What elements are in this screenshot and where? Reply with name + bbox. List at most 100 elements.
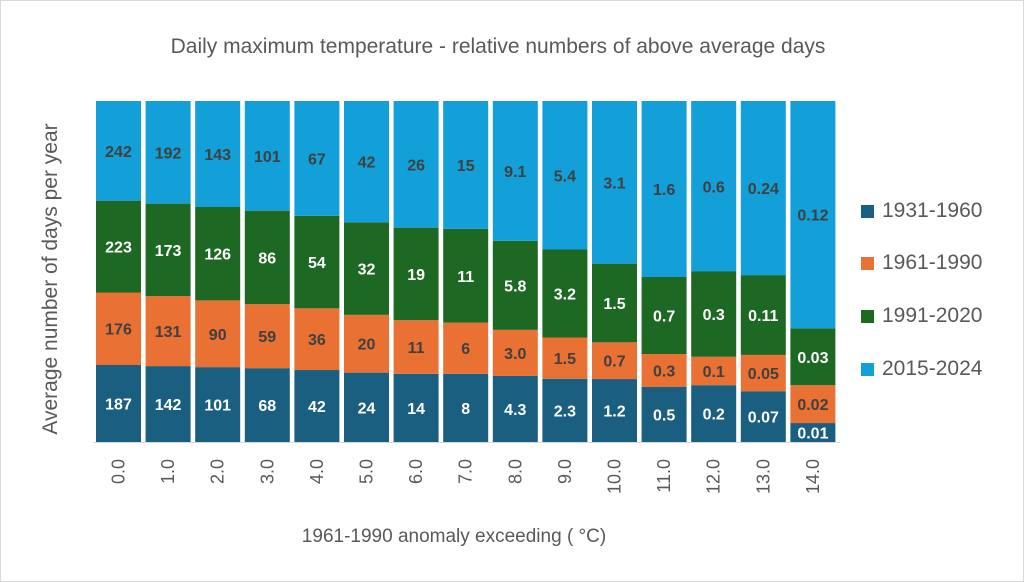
data-label: 5.8 (504, 278, 526, 295)
data-label: 1.5 (603, 296, 625, 313)
bar-segment (592, 379, 637, 442)
x-tick-label: 7.0 (456, 459, 476, 484)
x-tick-label: 10.0 (605, 459, 625, 494)
legend-swatch (861, 309, 874, 323)
data-label: 0.7 (603, 354, 625, 371)
data-label: 126 (204, 247, 231, 264)
legend-label: 1991-2020 (882, 304, 983, 327)
bar-segment (691, 101, 737, 272)
x-axis-label: 1961-1990 anomaly exceeding ( °C) (301, 526, 607, 547)
bar-segment (790, 385, 836, 424)
bar-segment (443, 373, 489, 442)
chart-title: Daily maximum temperature - relative num… (170, 35, 826, 58)
data-label: 90 (209, 327, 227, 344)
data-label: 0.7 (653, 309, 675, 326)
x-tick-label: 0.0 (109, 459, 129, 484)
data-label: 54 (308, 255, 326, 272)
bar-segment (344, 222, 389, 315)
bar-segment (691, 356, 737, 386)
bar-segment (294, 215, 340, 309)
x-tick-label: 12.0 (704, 459, 724, 494)
x-tick-label: 9.0 (555, 459, 575, 484)
data-label: 5.4 (554, 168, 576, 185)
bar-segment (195, 101, 241, 208)
bar-segment (244, 304, 290, 369)
bar-segment (790, 328, 836, 386)
data-label: 0.11 (748, 308, 778, 325)
data-label: 0.02 (797, 397, 828, 414)
data-label: 24 (358, 400, 376, 417)
data-label: 42 (308, 399, 326, 416)
bar-segment (443, 322, 489, 374)
bar-segment (691, 271, 737, 357)
bar-segment (344, 101, 389, 223)
data-label: 131 (155, 324, 182, 341)
bar-segment (542, 249, 588, 338)
data-label: 26 (407, 157, 425, 174)
bar-segment (443, 101, 489, 229)
bar-segment (542, 101, 588, 250)
data-label: 32 (358, 262, 376, 279)
data-label: 59 (258, 329, 276, 346)
bar-segment (294, 308, 340, 371)
bar-segment (96, 200, 141, 293)
bar-segment (641, 277, 687, 354)
data-label: 101 (254, 149, 281, 166)
bar-segment (492, 101, 538, 241)
bar-segment (492, 329, 538, 376)
data-label: 11 (457, 269, 474, 286)
x-tick-label: 6.0 (406, 459, 426, 484)
bar-segment (740, 275, 786, 355)
data-label: 14 (407, 401, 425, 418)
x-tick-label: 8.0 (505, 459, 525, 484)
bar-segment (592, 101, 637, 264)
bar-segment (740, 101, 786, 276)
data-label: 0.5 (653, 408, 675, 425)
bar-segment (96, 101, 141, 201)
x-tick-label: 3.0 (257, 459, 277, 484)
data-label: 0.01 (797, 426, 828, 443)
data-label: 0.6 (703, 179, 725, 196)
bar-segment (790, 423, 836, 442)
data-label: 187 (105, 396, 132, 413)
data-label: 68 (258, 398, 276, 415)
bar-segment (244, 101, 290, 211)
bar-segment (145, 366, 191, 442)
data-label: 142 (155, 397, 182, 414)
data-label: 0.1 (703, 364, 725, 381)
legend-item: 1991-2020 (861, 304, 982, 328)
bar-segment (344, 372, 389, 442)
bar-segment (294, 101, 340, 216)
data-label: 11 (408, 340, 425, 357)
legend-item: 1931-1960 (861, 199, 982, 223)
data-label: 3.1 (603, 175, 625, 192)
data-label: 67 (308, 151, 326, 168)
legend-label: 1931-1960 (882, 199, 983, 222)
data-label: 1.6 (653, 182, 675, 199)
data-label: 0.07 (748, 410, 779, 427)
bar-segment (592, 263, 637, 343)
data-label: 143 (204, 147, 231, 164)
x-tick-label: 13.0 (753, 459, 773, 494)
bar-segment (542, 337, 588, 379)
bar-segment (244, 368, 290, 442)
data-label: 20 (358, 337, 376, 354)
bar-segment (641, 354, 687, 387)
data-label: 176 (105, 322, 132, 339)
x-tick-label: 2.0 (208, 459, 228, 484)
data-label: 42 (358, 155, 376, 172)
data-label: 0.05 (748, 366, 779, 383)
data-label: 19 (407, 267, 425, 284)
bar-segment (492, 375, 538, 442)
bar-segment (393, 227, 439, 321)
bar-segment (145, 296, 191, 367)
x-tick-label: 1.0 (158, 459, 178, 484)
data-label: 223 (105, 240, 132, 257)
data-label: 0.3 (653, 364, 675, 381)
bar-segment (195, 300, 241, 368)
data-label: 1.2 (603, 404, 625, 421)
legend-label: 1961-1990 (882, 251, 983, 274)
bar-segment (145, 203, 191, 297)
legend-label: 2015-2024 (882, 357, 983, 380)
